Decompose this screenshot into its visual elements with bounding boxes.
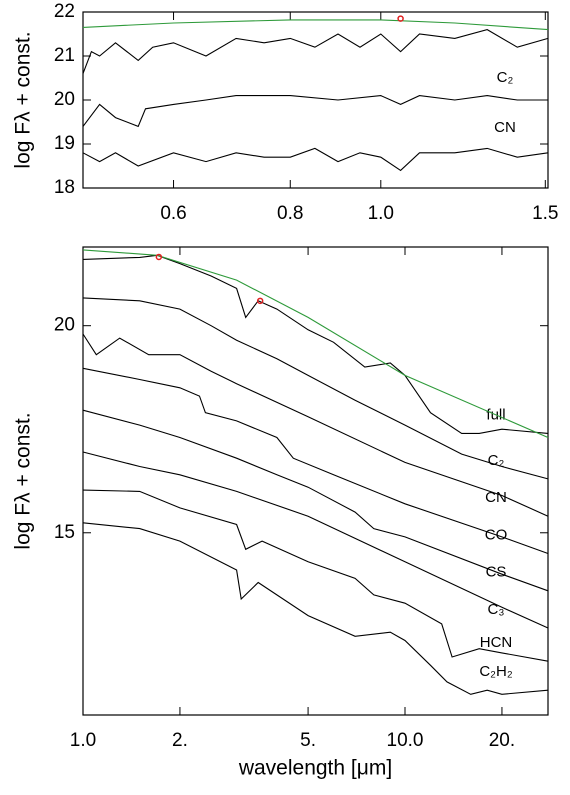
y-tick-label: 22 — [54, 1, 75, 22]
spectrum-line — [82, 254, 549, 434]
marker — [256, 297, 264, 305]
annotation: C₂ — [497, 69, 514, 86]
marker — [397, 15, 404, 22]
series-label: C₂H₂ — [479, 663, 512, 680]
spectrum-line — [82, 451, 549, 629]
y-tick-label: 18 — [54, 177, 75, 198]
series-label: CS — [486, 564, 507, 581]
x-tick-label: 20. — [489, 730, 515, 751]
plot-frame — [82, 246, 549, 716]
series-label: C₃ — [488, 601, 505, 618]
annotation: CN — [494, 119, 516, 136]
series-label: C₂ — [488, 452, 505, 469]
spectrum-line — [82, 367, 549, 555]
y-tick-label: 19 — [54, 133, 75, 154]
series-label: HCN — [480, 634, 513, 651]
y-axis-title: log Fλ + const. — [12, 412, 35, 549]
y-tick-label: 20 — [54, 315, 75, 336]
spectrum-line — [82, 522, 549, 695]
x-tick-label: 5. — [300, 730, 316, 751]
spectrum-line — [82, 333, 549, 517]
spectrum-line — [82, 29, 549, 74]
x-tick-label: 1.5 — [532, 203, 558, 224]
y-tick-label: 15 — [54, 522, 75, 543]
x-tick-label: 2. — [172, 730, 188, 751]
y-axis-title: log Fλ + const. — [12, 31, 35, 168]
plot-frame — [82, 11, 549, 189]
x-axis-title: wavelength [μm] — [238, 757, 392, 780]
y-tick-label: 20 — [54, 89, 75, 110]
spectrum-line — [82, 489, 549, 662]
spectrum-line — [82, 249, 549, 439]
spectrum-line — [82, 19, 549, 31]
spectrum-line — [82, 297, 549, 480]
spectrum-line — [82, 147, 549, 172]
marker — [155, 253, 163, 261]
series-label: CO — [485, 526, 508, 543]
y-tick-label: 21 — [54, 45, 75, 66]
x-tick-label: 0.8 — [277, 203, 303, 224]
x-tick-label: 0.6 — [160, 203, 186, 224]
x-tick-label: 1.0 — [70, 730, 96, 751]
x-tick-label: 1.0 — [368, 203, 394, 224]
x-tick-label: 10.0 — [387, 730, 424, 751]
spectrum-line — [82, 95, 548, 128]
series-label: CN — [485, 489, 507, 506]
spectrum-line — [82, 409, 549, 592]
